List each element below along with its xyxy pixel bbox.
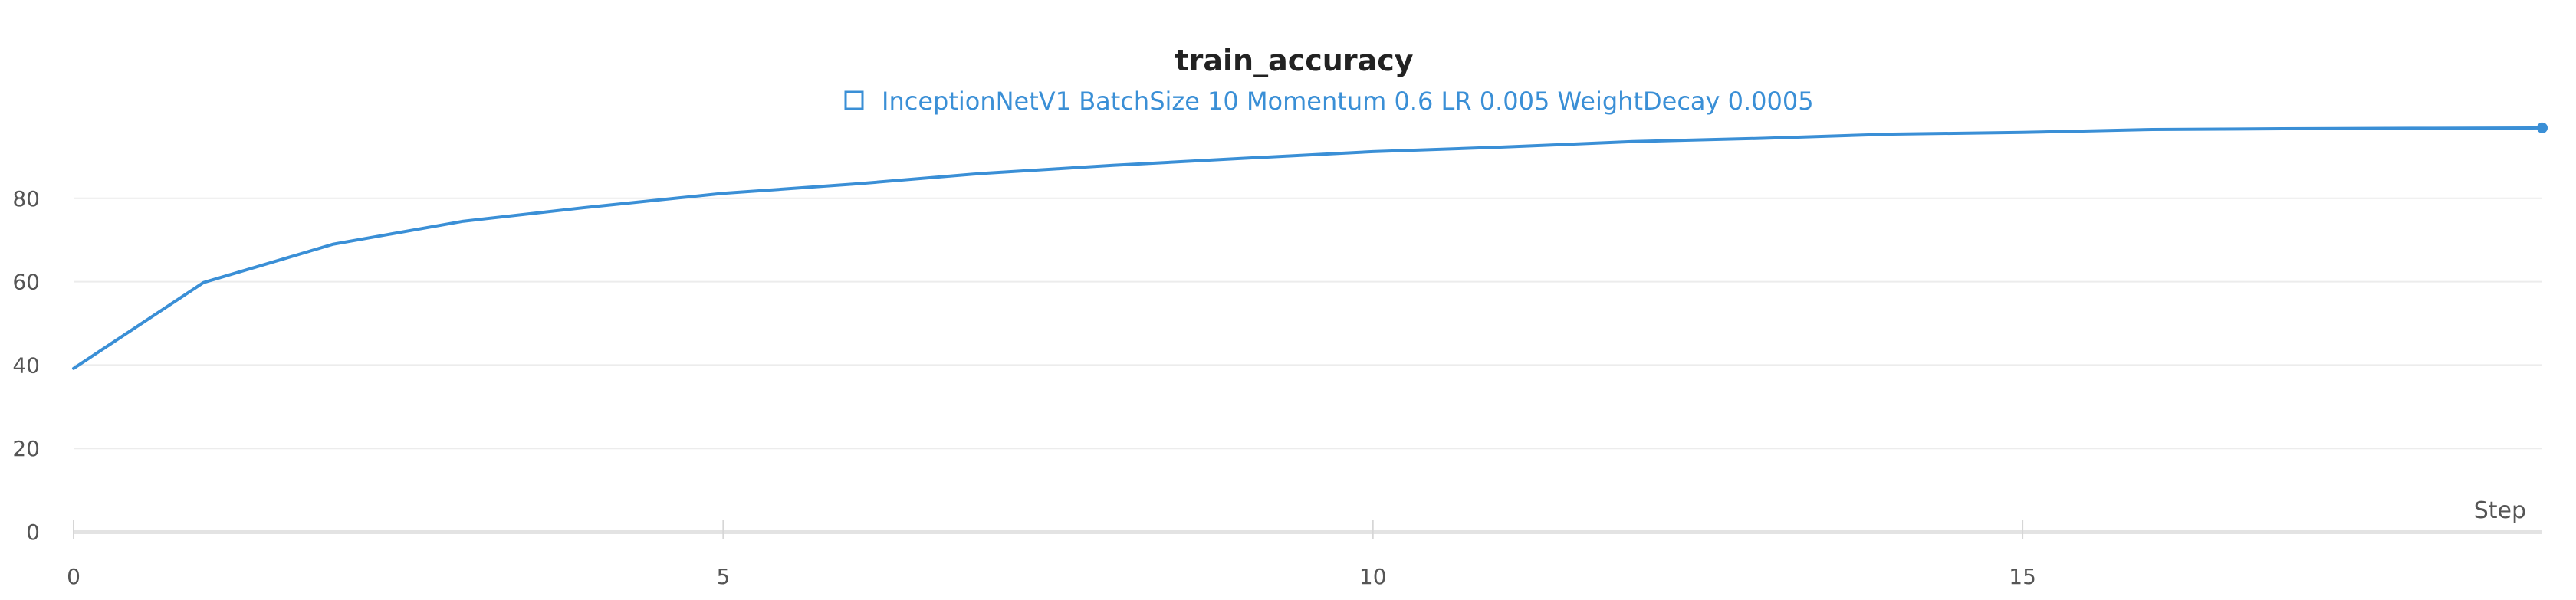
series-end-marker[interactable]: [2537, 122, 2548, 133]
legend-swatch: [844, 90, 864, 110]
legend[interactable]: InceptionNetV1 BatchSize 10 Momentum 0.6…: [844, 87, 1814, 116]
x-axis: [73, 520, 2542, 539]
x-tick-label: 5: [716, 564, 730, 589]
y-tick-label: 80: [12, 186, 40, 211]
x-tick-label: 10: [1359, 564, 1387, 589]
series-line[interactable]: [72, 126, 2544, 370]
gridlines: [74, 197, 2542, 450]
x-axis-title: Step: [2474, 497, 2526, 524]
x-tick-labels: 0 5 10 15: [67, 564, 2036, 589]
x-tick-label: 0: [67, 564, 80, 589]
y-tick-label: 20: [12, 436, 40, 461]
x-tick-label: 15: [2009, 564, 2036, 589]
y-tick-label: 40: [12, 352, 40, 378]
y-tick-label: 60: [12, 270, 40, 295]
y-tick-label: 0: [26, 520, 40, 545]
legend-label: InceptionNetV1 BatchSize 10 Momentum 0.6…: [882, 87, 1814, 116]
chart-title: train_accuracy: [1175, 44, 1413, 77]
y-axis: 0 20 40 60 80: [12, 186, 40, 545]
series-layer: [72, 122, 2548, 370]
